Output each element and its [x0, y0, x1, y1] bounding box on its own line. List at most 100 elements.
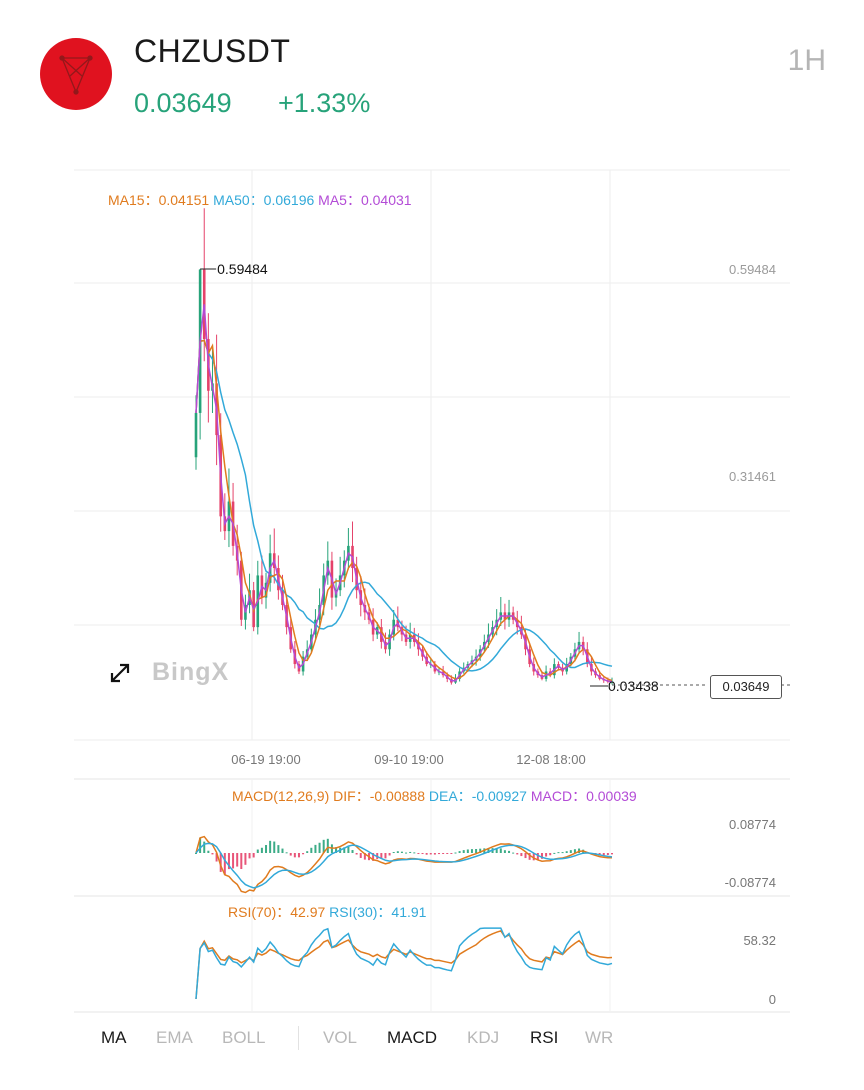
macd-bar — [569, 850, 572, 853]
tab-rsi[interactable]: RSI — [530, 1028, 559, 1047]
ma50-label: MA50： — [213, 192, 264, 208]
y-tick-label: 0.31461 — [729, 469, 776, 484]
macd-bar — [475, 849, 478, 853]
dea-line — [195, 842, 613, 889]
macd-bar — [396, 851, 399, 853]
macd-bar — [248, 853, 251, 859]
macd-bar — [425, 853, 428, 855]
tab-boll[interactable]: BOLL — [222, 1028, 266, 1047]
tab-kdj[interactable]: KDJ — [467, 1028, 500, 1047]
macd-bar — [351, 850, 354, 853]
macd-bar — [343, 847, 346, 853]
macd-bar — [289, 853, 292, 856]
macd-bar — [565, 851, 568, 853]
macd-bar — [545, 853, 548, 857]
macd-bar — [195, 853, 197, 854]
macd-bar — [499, 848, 502, 853]
ma-legend: MA15：0.04151 MA50：0.06196 MA5：0.04031 — [108, 190, 412, 210]
macd-bar — [211, 853, 214, 855]
symbol-title: CHZUSDT — [134, 33, 291, 69]
rsi30-label: RSI(30)： — [329, 904, 392, 920]
tab-ema[interactable]: EMA — [156, 1028, 193, 1047]
macd-value: 0.00039 — [586, 788, 637, 804]
macd-bar — [363, 853, 366, 860]
macd-bar — [355, 853, 358, 855]
macd-bar — [293, 853, 296, 858]
macd-bar — [561, 852, 564, 854]
macd-bar — [227, 853, 230, 870]
macd-y-tick-label: 0.08774 — [729, 817, 776, 832]
macd-bar — [532, 853, 535, 861]
macd-bar — [252, 853, 255, 858]
tab-wr[interactable]: WR — [585, 1028, 614, 1047]
chart-canvas[interactable]: 0.59484 0.31461 06-19 19:00 09-10 19:00 12-0… — [0, 0, 864, 1016]
macd-bar — [297, 853, 300, 858]
macd-y-tick-label: -0.08774 — [725, 875, 776, 890]
chz-logo-icon — [59, 55, 93, 95]
macd-bar — [454, 852, 457, 854]
macd-bar — [524, 853, 527, 859]
macd-bar — [347, 846, 350, 853]
macd-bar — [421, 853, 424, 855]
macd-bar — [392, 852, 395, 854]
macd-bar — [512, 852, 515, 854]
chz-logo — [40, 38, 112, 110]
rsi70-line — [195, 929, 613, 1000]
macd-bar — [400, 851, 403, 853]
tab-vol[interactable]: VOL — [323, 1028, 358, 1047]
macd-bar — [508, 850, 511, 853]
macd-legend: MACD(12,26,9) DIF：-0.00888 DEA：-0.00927 … — [232, 786, 637, 806]
rsi70-label: RSI(70)： — [228, 904, 291, 920]
macd-bar — [302, 853, 305, 855]
macd-bar — [495, 848, 498, 853]
low-marker-label: 0.03438 — [608, 678, 659, 694]
tab-ma[interactable]: MA — [101, 1028, 127, 1047]
y-tick-label: 0.59484 — [729, 262, 776, 277]
macd-bar — [466, 849, 469, 853]
bingx-watermark: BingX — [152, 658, 230, 686]
macd-bar — [207, 850, 210, 853]
macd-bar — [380, 853, 383, 859]
macd-bar — [536, 853, 539, 860]
macd-bar — [265, 845, 268, 853]
ma15-label: MA15： — [108, 192, 159, 208]
macd-bar — [409, 851, 412, 853]
macd-bar — [438, 853, 441, 855]
macd-bar — [450, 853, 453, 854]
macd-bar — [458, 851, 461, 853]
rsi70-value: 42.97 — [290, 904, 326, 920]
macd-bar — [244, 853, 247, 865]
x-tick-label: 09-10 19:00 — [374, 752, 443, 767]
macd-bar — [479, 848, 482, 853]
macd-bar — [318, 842, 321, 853]
macd-bar — [606, 853, 609, 856]
rsi-y-tick-label: 0 — [769, 992, 776, 1007]
macd-bar — [442, 853, 445, 854]
macd-bar — [602, 853, 605, 856]
macd-bar — [215, 853, 218, 862]
dif-label: DIF： — [333, 788, 370, 804]
macd-bar — [540, 853, 543, 859]
macd-bar — [470, 849, 473, 853]
dif-line — [195, 835, 613, 894]
ma-line-ma15 — [195, 339, 613, 682]
macd-bar — [429, 853, 432, 855]
macd-bar — [277, 845, 280, 853]
ma5-label: MA5： — [318, 192, 361, 208]
interval-selector[interactable]: 1H — [787, 44, 826, 77]
tab-macd[interactable]: MACD — [387, 1028, 438, 1047]
dea-value: -0.00927 — [471, 788, 527, 804]
ma-line-ma5 — [195, 304, 613, 683]
macd-bar — [203, 841, 206, 853]
macd-bar — [306, 851, 309, 853]
price-change: +1.33% — [278, 88, 371, 118]
macd-bar — [573, 849, 576, 853]
macd-bar — [260, 847, 263, 853]
macd-bar — [516, 853, 519, 855]
ma-line-ma50 — [195, 339, 613, 672]
current-price: 0.03649 — [134, 88, 232, 118]
x-tick-label: 12-08 18:00 — [516, 752, 585, 767]
macd-bar — [273, 841, 276, 853]
macd-bar — [462, 850, 465, 853]
expand-icon[interactable] — [108, 661, 132, 685]
